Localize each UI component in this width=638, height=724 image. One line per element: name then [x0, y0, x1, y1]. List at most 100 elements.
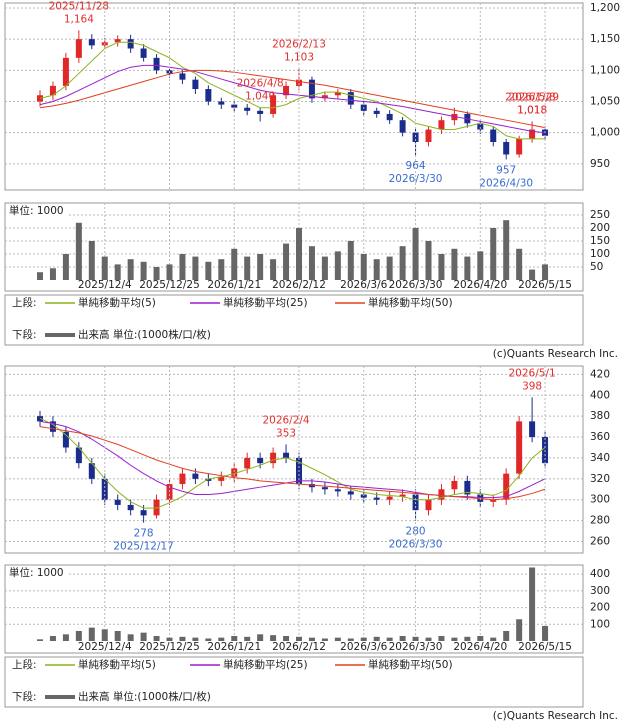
volume-bar: [529, 269, 536, 280]
volume-bar: [192, 256, 199, 280]
x-tick-label: 2026/2/12: [272, 641, 326, 653]
candle-body: [114, 39, 121, 43]
candle-body: [257, 110, 264, 114]
candle-body: [516, 421, 523, 474]
candle-body: [321, 95, 328, 99]
candle-body: [516, 138, 523, 155]
candle-body: [127, 504, 134, 511]
volume-bar: [244, 636, 251, 641]
volume-bar: [386, 256, 393, 280]
x-tick-label: 2026/3/6: [340, 641, 387, 653]
panel-frame: [4, 2, 584, 191]
moving-average-line: [39, 420, 546, 499]
y-tick-label: 400: [590, 389, 610, 401]
candle-body: [62, 57, 69, 86]
volume-bar: [503, 220, 510, 280]
panel-frame: [4, 564, 584, 654]
unit-label: 単位: 1000: [9, 204, 64, 217]
candle-body: [308, 484, 315, 488]
candle-body: [75, 447, 82, 464]
candle-body: [140, 48, 147, 58]
volume-bar: [257, 253, 264, 280]
x-tick-label: 2026/1/21: [207, 641, 261, 653]
volume-bar: [179, 636, 186, 641]
volume-bar: [399, 635, 406, 641]
y-tick-label: 300: [590, 494, 610, 506]
volume-bar: [127, 634, 134, 641]
x-tick-label: 2026/1/21: [207, 279, 261, 291]
candle-body: [192, 473, 199, 479]
volume-bar: [542, 264, 549, 280]
x-tick-label: 2025/12/25: [139, 279, 200, 291]
candle-body: [425, 499, 432, 511]
x-tick-label: 2026/2/12: [272, 279, 326, 291]
y-tick-label: 100: [590, 248, 610, 260]
candle-body: [529, 421, 536, 438]
volume-bar: [75, 630, 82, 641]
candle-body: [386, 496, 393, 500]
volume-bar: [166, 264, 173, 280]
volume-bar: [360, 253, 367, 280]
moving-average-line: [39, 426, 546, 501]
annotation-date: 2025/12/17: [113, 541, 174, 553]
legend-label: 単純移動平均(50): [368, 296, 453, 309]
y-tick-label: 320: [590, 473, 610, 485]
legend-label: 出来高 単位:(1000株/口/枚): [78, 690, 211, 703]
candle-body: [218, 476, 225, 481]
candle-body: [179, 473, 186, 485]
source-note: (c)Quants Research Inc.: [493, 348, 618, 360]
x-tick-label: 2026/5/15: [518, 279, 572, 291]
volume-bar: [477, 251, 484, 280]
candle-body: [140, 510, 147, 516]
volume-bar: [257, 634, 264, 641]
annotation-value: 1,103: [284, 51, 314, 63]
legend-label: 単純移動平均(25): [223, 658, 308, 671]
volume-bar: [205, 638, 212, 641]
annotation-date: 2026/3/30: [389, 539, 443, 551]
unit-label: 単位: 1000: [9, 566, 64, 579]
y-tick-label: 1,150: [590, 33, 620, 45]
volume-bar: [347, 240, 354, 280]
volume-bar: [283, 243, 290, 280]
volume-bar: [62, 253, 69, 280]
volume-bar: [166, 637, 173, 641]
unit-label-bg: [6, 566, 68, 580]
candle-body: [490, 499, 497, 502]
annotation-date: 2026/1/29: [505, 91, 559, 103]
y-tick-label: 50: [590, 261, 603, 273]
volume-bar: [153, 635, 160, 641]
volume-bar: [438, 253, 445, 280]
volume-bar: [412, 227, 419, 280]
volume-bar: [412, 636, 419, 641]
volume-bar: [296, 227, 302, 280]
legend-row-label: 下段:: [12, 690, 37, 703]
y-tick-label: 200: [590, 222, 610, 234]
volume-bar: [49, 635, 56, 641]
candle-body: [49, 421, 56, 432]
unit-label-bg: [6, 204, 68, 218]
y-tick-label: 250: [590, 209, 610, 221]
candle-body: [503, 142, 510, 155]
volume-bar: [438, 635, 445, 641]
volume-bar: [360, 637, 367, 641]
candle-body: [270, 95, 277, 114]
annotation-value: 278: [134, 528, 154, 540]
volume-bar: [490, 227, 497, 280]
candle-body: [296, 79, 302, 86]
volume-bar: [296, 636, 302, 641]
candle-body: [75, 39, 82, 58]
volume-bar: [542, 625, 549, 641]
candle-body: [321, 487, 328, 490]
candle-body: [49, 85, 56, 96]
candle-body: [477, 123, 484, 130]
volume-bar: [347, 638, 354, 641]
x-tick-label: 2026/5/15: [518, 641, 572, 653]
y-tick-label: 200: [590, 602, 610, 614]
y-tick-label: 400: [590, 568, 610, 580]
candle-body: [503, 473, 510, 500]
annotation-date: 2026/5/1: [509, 367, 556, 379]
legend-label: 単純移動平均(5): [78, 296, 156, 309]
annotation-date: 2026/4/8: [237, 78, 284, 90]
candle-body: [308, 79, 315, 99]
